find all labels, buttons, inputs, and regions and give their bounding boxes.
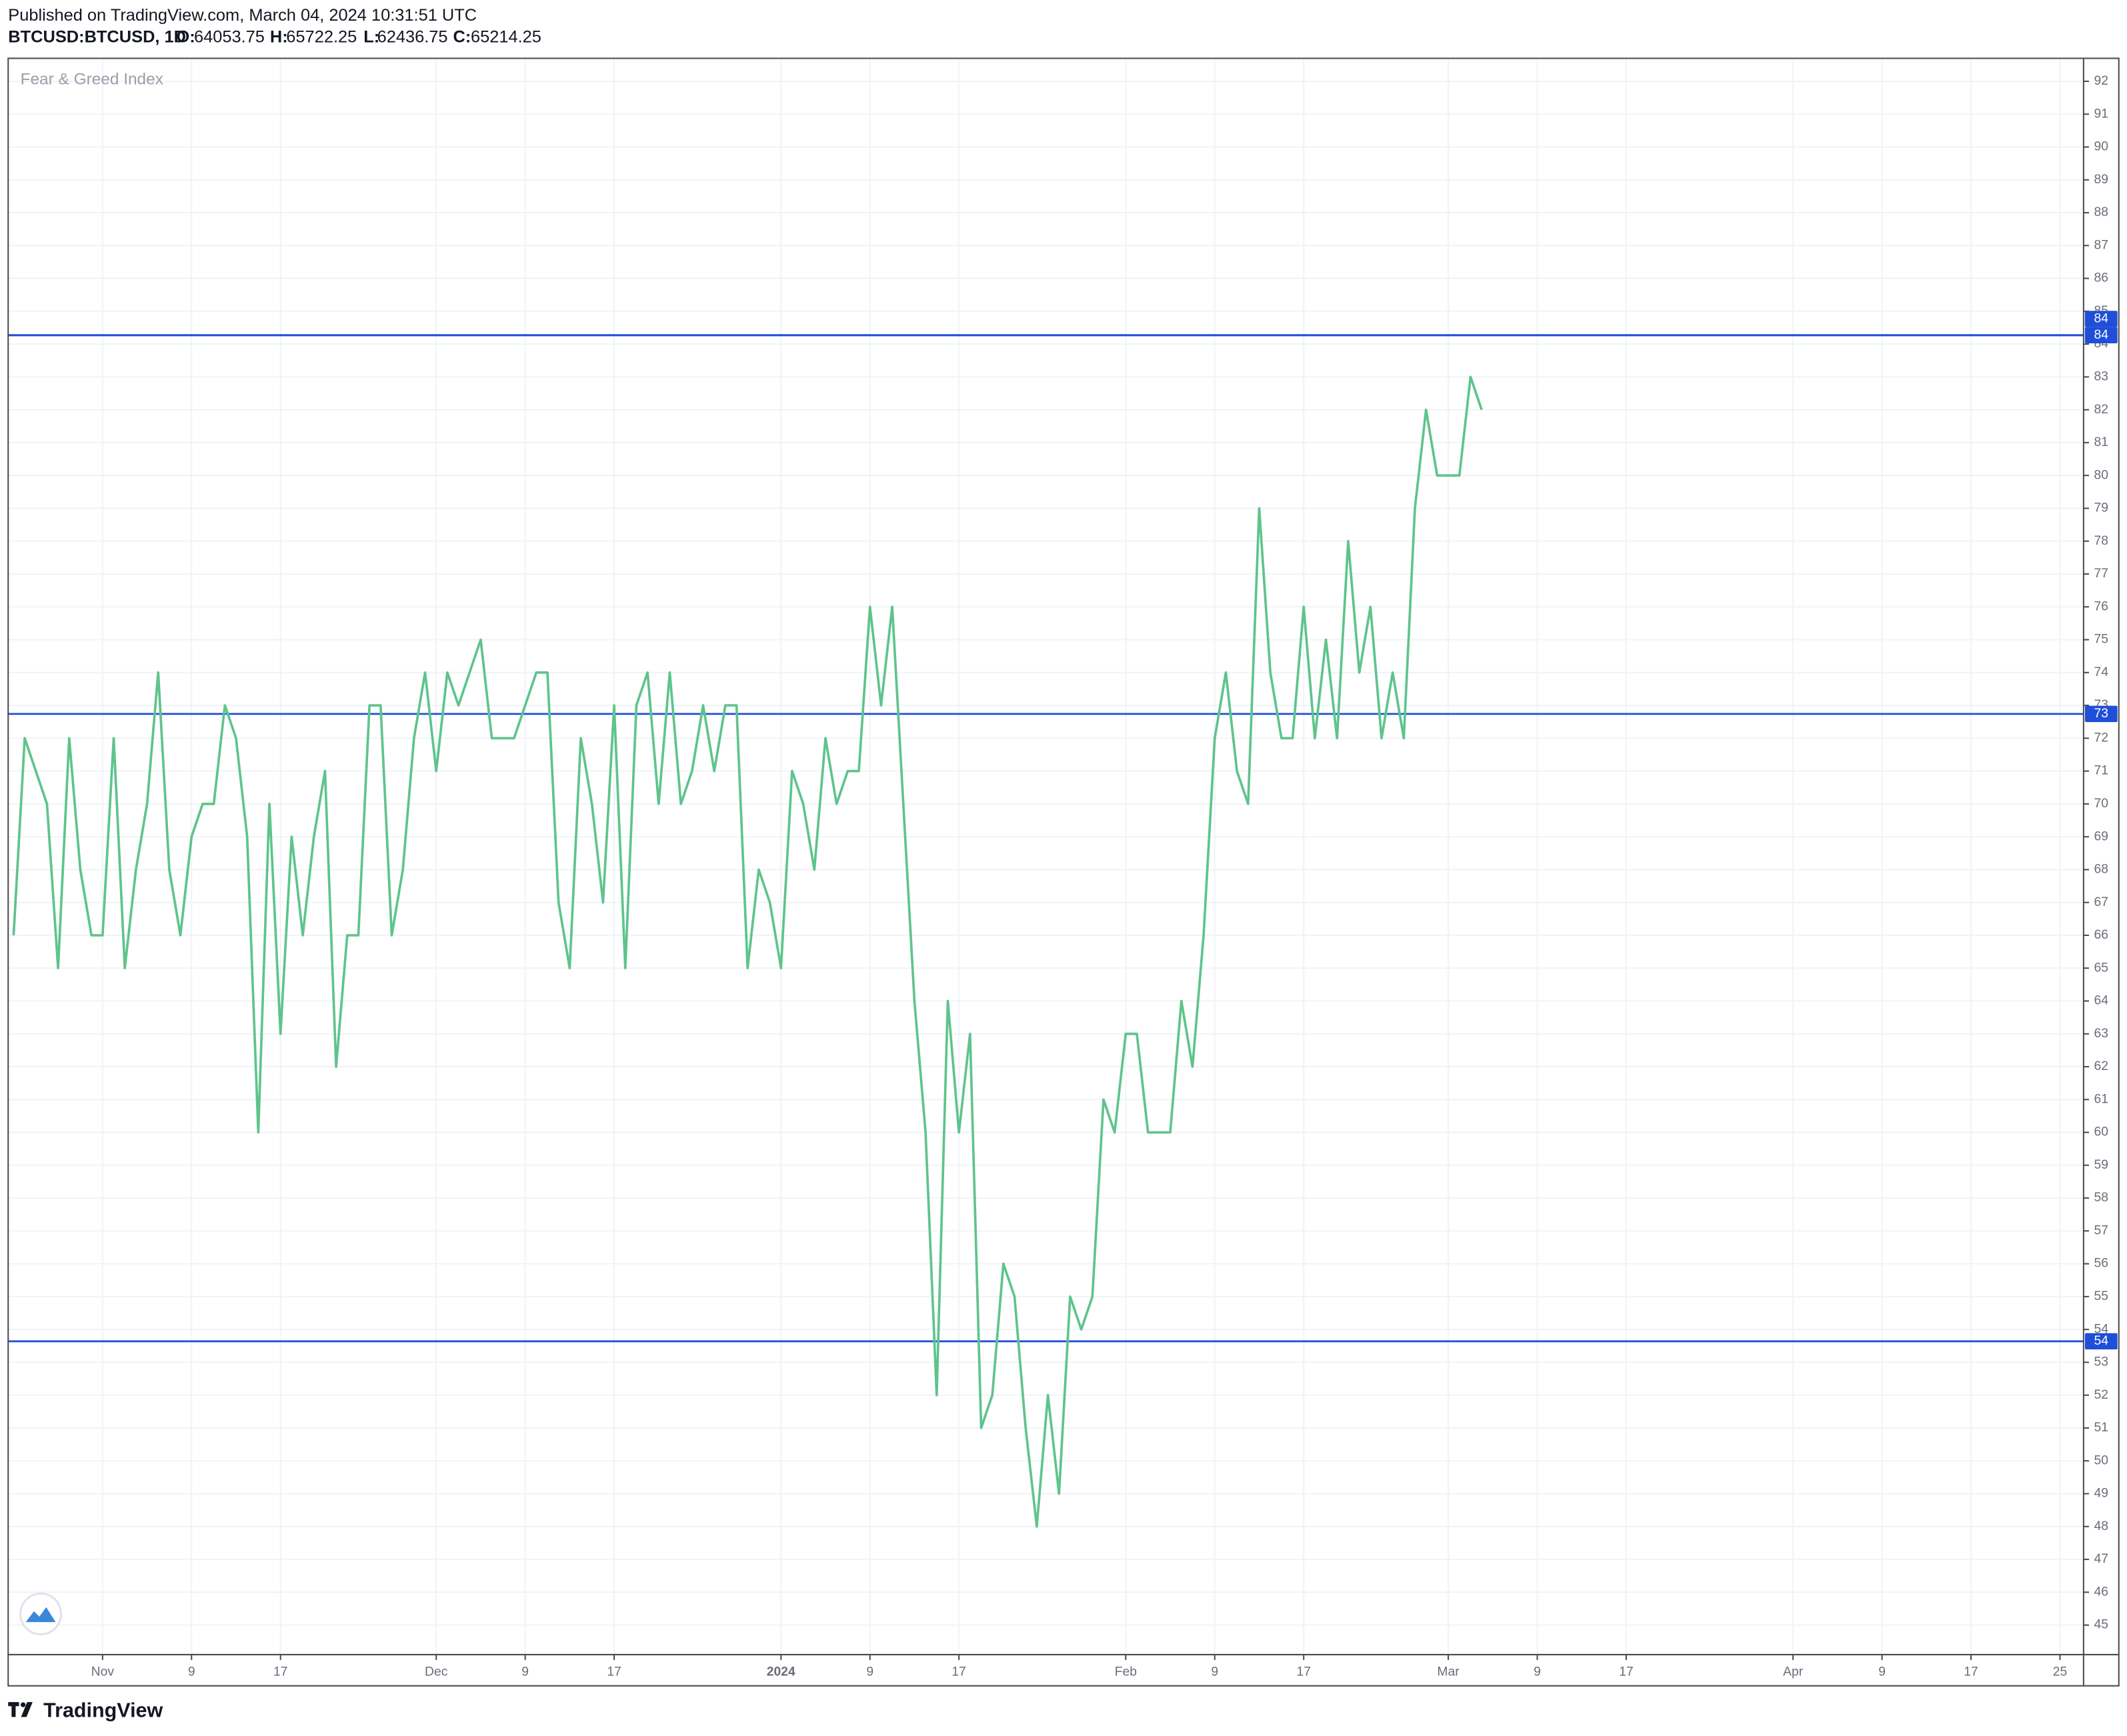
ohlc-key: C: — [453, 28, 471, 47]
x-tick-label: Dec — [425, 1665, 448, 1679]
y-tick-label: 49 — [2094, 1487, 2108, 1501]
y-tick-label: 69 — [2094, 829, 2108, 843]
x-tick-label: Feb — [1115, 1665, 1137, 1679]
y-tick-label: 89 — [2094, 173, 2108, 187]
watermark-logo — [19, 1592, 63, 1635]
x-tick-label: 17 — [1296, 1665, 1310, 1679]
x-tick-label: 9 — [1534, 1665, 1541, 1679]
y-tick-label: 52 — [2094, 1388, 2108, 1402]
y-tick-label: 70 — [2094, 797, 2108, 811]
grid — [8, 58, 2084, 1655]
x-tick-label: Mar — [1437, 1665, 1460, 1679]
x-tick-label: 2024 — [767, 1665, 795, 1679]
ohlc-key: O: — [177, 28, 195, 47]
y-tick-label: 51 — [2094, 1421, 2108, 1435]
y-tick-label: 82 — [2094, 403, 2108, 417]
y-tick-label: 74 — [2094, 665, 2109, 679]
x-tick-label: 9 — [521, 1665, 529, 1679]
ohlc-key: L: — [363, 28, 379, 47]
y-tick-label: 63 — [2094, 1027, 2108, 1041]
y-tick-label: 46 — [2094, 1585, 2108, 1599]
ohlc-value: 62436.75 — [377, 28, 448, 47]
plot — [8, 334, 2084, 1528]
y-tick-label: 78 — [2094, 534, 2108, 548]
frame — [7, 57, 2120, 1687]
ohlc-value: 64053.75 — [194, 28, 265, 47]
y-tick-label: 81 — [2094, 435, 2108, 449]
y-tick-label: 45 — [2094, 1618, 2108, 1632]
x-tick-label: 17 — [1964, 1665, 1978, 1679]
y-tick-label: 88 — [2094, 205, 2108, 219]
y-tick-label: 62 — [2094, 1059, 2108, 1073]
y-tick-label: 59 — [2094, 1158, 2108, 1172]
x-tick-label: 9 — [188, 1665, 195, 1679]
y-tick-label: 75 — [2094, 633, 2108, 647]
x-tick-label: Apr — [1783, 1665, 1804, 1679]
brand-name: TradingView — [43, 1699, 163, 1721]
y-tick-label: 65 — [2094, 961, 2108, 975]
y-tick-label: 67 — [2094, 895, 2108, 909]
y-tick-label: 83 — [2094, 369, 2108, 383]
price-label: 54 — [2094, 1334, 2109, 1348]
y-tick-label: 80 — [2094, 468, 2108, 482]
y-tick-label: 79 — [2094, 501, 2108, 515]
ohlc-value: 65722.25 — [286, 28, 357, 47]
y-tick-label: 55 — [2094, 1289, 2108, 1303]
y-tick-label: 92 — [2094, 74, 2108, 88]
y-tick-label: 87 — [2094, 238, 2108, 252]
price-label-box — [2084, 327, 2118, 344]
y-tick-label: 50 — [2094, 1453, 2108, 1467]
y-tick-label: 71 — [2094, 764, 2108, 778]
y-tick-label: 61 — [2094, 1092, 2108, 1106]
price-label: 73 — [2094, 707, 2108, 721]
price-label-box — [2084, 311, 2118, 327]
brand-logo — [8, 1702, 33, 1717]
price-label-box — [2084, 1333, 2118, 1350]
price-label: 84 — [2094, 328, 2109, 342]
y-tick-label: 47 — [2094, 1552, 2108, 1566]
y-tick-label: 48 — [2094, 1519, 2108, 1533]
ohlc-value: 65214.25 — [471, 28, 541, 47]
y-tick-label: 53 — [2094, 1355, 2108, 1369]
y-tick-label: 68 — [2094, 863, 2108, 877]
y-tick-label: 72 — [2094, 731, 2108, 745]
x-tick-label: 17 — [273, 1665, 287, 1679]
x-tick-label: 17 — [1619, 1665, 1633, 1679]
ohlc-key: H: — [270, 28, 288, 47]
x-tick-label: 9 — [1211, 1665, 1218, 1679]
symbol: BTCUSD:BTCUSD, 1D — [8, 28, 186, 47]
indicator-label: Fear & Greed Index — [21, 70, 163, 88]
y-tick-label: 90 — [2094, 140, 2108, 154]
series-line — [12, 375, 1483, 1528]
x-tick-label: 9 — [1878, 1665, 1886, 1679]
y-tick-label: 60 — [2094, 1125, 2108, 1139]
y-tick-label: 76 — [2094, 599, 2108, 613]
x-tick-label: 25 — [2053, 1665, 2067, 1679]
y-tick-label: 77 — [2094, 567, 2108, 581]
published-note: Published on TradingView.com, March 04, … — [8, 6, 477, 25]
y-tick-label: 86 — [2094, 271, 2108, 285]
x-tick-label: Nov — [91, 1665, 115, 1679]
y-tick-label: 64 — [2094, 994, 2109, 1008]
x-tick-label: 17 — [607, 1665, 621, 1679]
y-tick-label: 91 — [2094, 107, 2108, 121]
y-tick-label: 66 — [2094, 928, 2108, 942]
price-label-box — [2084, 705, 2118, 723]
axes: 45 46 47 48 49 50 51 52 53 54 55 56 57 58 59 60 61 62 63 64… — [91, 74, 2118, 1679]
x-tick-label: 9 — [866, 1665, 873, 1679]
x-tick-label: 17 — [951, 1665, 965, 1679]
price-label: 84 — [2094, 312, 2109, 326]
y-tick-label: 56 — [2094, 1257, 2108, 1271]
y-tick-label: 58 — [2094, 1191, 2108, 1205]
y-tick-label: 57 — [2094, 1223, 2108, 1237]
y-tick-label: 54 — [2094, 1322, 2109, 1336]
